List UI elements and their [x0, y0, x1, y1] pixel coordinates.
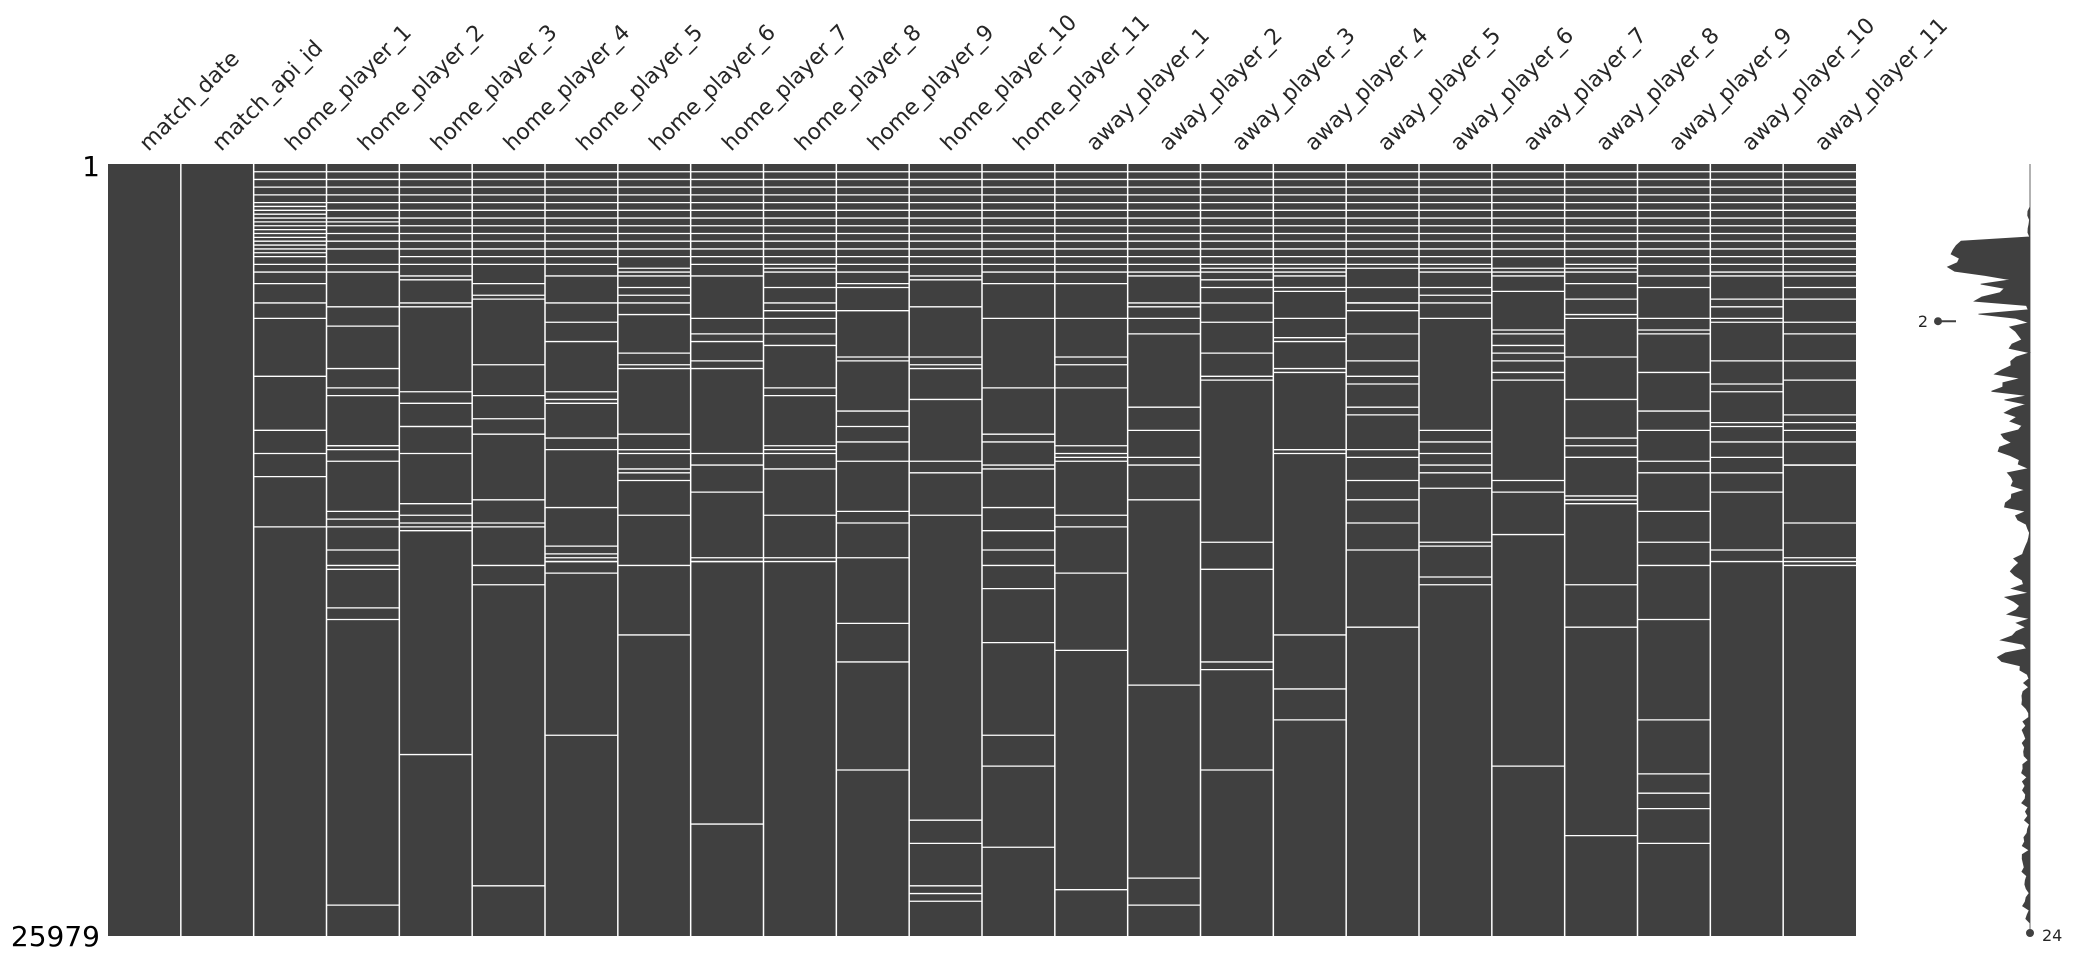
missing-value-gaps	[253, 171, 1856, 906]
column-label-away-player-10: away_player_10	[1737, 13, 1880, 156]
column-label-home-player-4: home_player_4	[499, 20, 635, 156]
row-completeness-sparkline	[1934, 164, 2034, 937]
column-label-away-player-11: away_player_11	[1810, 13, 1953, 156]
row-label-top: 1	[82, 150, 100, 183]
column-label-away-player-8: away_player_8	[1592, 23, 1725, 156]
matrix-column-home-player-10	[909, 164, 982, 936]
column-label-away-player-3: away_player_3	[1227, 23, 1360, 156]
column-label-away-player-9: away_player_9	[1664, 23, 1797, 156]
matrix-columns	[108, 164, 1856, 936]
matrix-column-home-player-6	[617, 164, 691, 936]
matrix-column-away-player-7	[1491, 164, 1565, 936]
matrix-column-home-player-1	[253, 164, 327, 936]
matrix-column-home-player-4	[472, 164, 545, 936]
column-label-home-player-2: home_player_2	[353, 20, 489, 156]
column-label-home-player-1: home_player_1	[281, 20, 417, 156]
matrix-column-home-player-8	[763, 164, 837, 936]
matrix-column-away-player-11	[1783, 164, 1856, 936]
matrix-column-home-player-9	[836, 164, 910, 936]
column-label-home-player-8: home_player_8	[790, 20, 926, 156]
column-label-home-player-9: home_player_9	[863, 20, 999, 156]
column-label-away-player-7: away_player_7	[1519, 23, 1652, 156]
column-label-home-player-5: home_player_5	[572, 20, 708, 156]
sparkline-max-marker	[2026, 929, 2034, 937]
column-label-home-player-6: home_player_6	[645, 20, 781, 156]
matrix-column-away-player-4	[1273, 164, 1347, 936]
column-label-away-player-1: away_player_1	[1082, 23, 1215, 156]
matrix-column-home-player-3	[399, 164, 473, 936]
matrix-column-away-player-2	[1127, 164, 1201, 936]
column-label-away-player-6: away_player_6	[1446, 23, 1579, 156]
column-label-home-player-10: home_player_10	[936, 10, 1082, 156]
matrix-column-away-player-6	[1419, 164, 1492, 936]
column-label-away-player-2: away_player_2	[1155, 23, 1288, 156]
matrix-column-home-player-5	[545, 164, 618, 936]
column-label-away-player-5: away_player_5	[1373, 23, 1506, 156]
sparkline-min-label: 2	[1918, 312, 1928, 331]
column-labels: match_datematch_api_idhome_player_1home_…	[135, 10, 1953, 156]
column-label-away-player-4: away_player_4	[1300, 23, 1433, 156]
matrix-column-away-player-8	[1564, 164, 1638, 936]
matrix-column-away-player-1	[1054, 164, 1128, 936]
matrix-column-match-api-id	[180, 164, 254, 936]
column-label-home-player-3: home_player_3	[426, 20, 562, 156]
matrix-column-match-date	[108, 164, 181, 936]
matrix-column-home-player-7	[690, 164, 764, 936]
matrix-column-away-player-3	[1200, 164, 1274, 936]
column-label-home-player-7: home_player_7	[718, 20, 854, 156]
column-label-home-player-11: home_player_11	[1009, 10, 1155, 156]
sparkline-max-label: 24	[2042, 926, 2062, 945]
row-label-bottom: 25979	[11, 920, 100, 953]
matrix-column-away-player-9	[1637, 164, 1711, 936]
sparkline-area	[1946, 164, 2032, 936]
